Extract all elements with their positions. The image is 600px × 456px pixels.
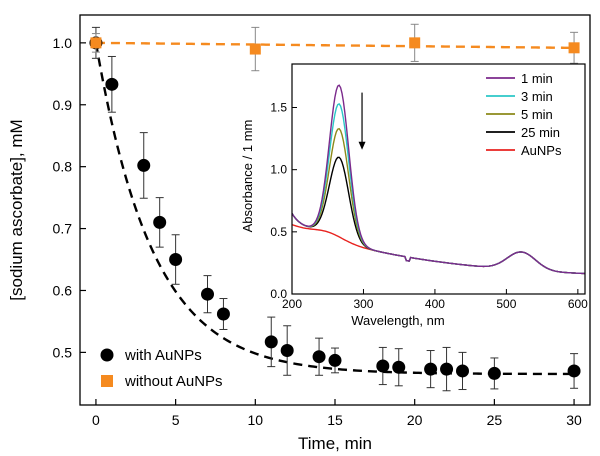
inset-spectra bbox=[291, 84, 586, 275]
data-point bbox=[392, 360, 406, 374]
fit-curve bbox=[95, 41, 575, 50]
data-point bbox=[568, 42, 580, 54]
data-point bbox=[105, 77, 119, 91]
inset-x-axis-label: Wavelength, nm bbox=[351, 313, 444, 328]
inset-x-tick-label: 600 bbox=[568, 297, 588, 311]
inset-y-tick-label: 1.5 bbox=[270, 101, 287, 115]
x-tick-label: 15 bbox=[327, 412, 343, 428]
inset-x-tick-label: 400 bbox=[425, 297, 445, 311]
data-point bbox=[487, 366, 501, 380]
y-tick-label: 0.6 bbox=[53, 282, 73, 298]
data-point bbox=[169, 253, 183, 267]
main-legend: with AuNPs without AuNPs bbox=[100, 347, 223, 390]
inset-chart: 200 300 400 500 600 0.0 0.5 1.0 1.5 Wavelength, … bbox=[240, 63, 588, 328]
inset-arrow bbox=[358, 92, 366, 150]
inset-legend-label: 25 min bbox=[521, 125, 560, 140]
data-point bbox=[249, 43, 261, 55]
inset-y-axis-label: Absorbance / 1 mm bbox=[240, 120, 255, 233]
data-point bbox=[440, 362, 454, 376]
inset-legend-label: 1 min bbox=[521, 71, 553, 86]
inset-background bbox=[292, 64, 585, 294]
data-point bbox=[424, 362, 438, 376]
arrow-head bbox=[358, 141, 366, 150]
inset-x-tick-label: 500 bbox=[496, 297, 516, 311]
data-point bbox=[201, 287, 214, 301]
legend-marker-with-aunps bbox=[100, 348, 114, 362]
inset-x-tick-label: 300 bbox=[353, 297, 373, 311]
y-tick-label: 1.0 bbox=[53, 35, 73, 51]
data-point bbox=[328, 353, 342, 367]
data-point bbox=[264, 335, 278, 349]
data-point bbox=[456, 364, 469, 378]
data-point bbox=[567, 364, 581, 378]
main-data-points bbox=[89, 23, 581, 392]
inset-legend-label: AuNPs bbox=[521, 143, 562, 158]
data-point bbox=[153, 215, 167, 229]
x-tick-label: 10 bbox=[248, 412, 264, 428]
data-point bbox=[90, 37, 102, 49]
legend-marker-without-aunps bbox=[101, 375, 113, 387]
data-point bbox=[376, 359, 390, 373]
data-point bbox=[312, 350, 326, 364]
legend-label-without-aunps: without AuNPs bbox=[124, 373, 223, 390]
inset-x-tick-label: 200 bbox=[282, 297, 302, 311]
inset-axis-ticks: 200 300 400 500 600 0.0 0.5 1.0 1.5 bbox=[270, 101, 588, 311]
inset-y-tick-label: 1.0 bbox=[270, 163, 287, 177]
data-point bbox=[280, 344, 294, 358]
inset-plot-frame bbox=[291, 63, 586, 295]
inset-y-tick-label: 0.0 bbox=[270, 287, 287, 301]
spectrum-1-min bbox=[291, 84, 586, 275]
main-axis-ticks: 0 5 10 15 20 25 30 0.5 0.6 0.7 0.8 0.9 1.0 bbox=[53, 35, 583, 428]
x-tick-label: 20 bbox=[407, 412, 423, 428]
y-tick-label: 0.7 bbox=[53, 221, 73, 237]
y-tick-label: 0.5 bbox=[53, 344, 73, 360]
x-tick-label: 30 bbox=[566, 412, 582, 428]
y-tick-label: 0.9 bbox=[53, 97, 73, 113]
x-tick-label: 0 bbox=[92, 412, 100, 428]
legend-label-with-aunps: with AuNPs bbox=[124, 347, 202, 364]
data-point bbox=[409, 37, 421, 49]
inset-legend-label: 5 min bbox=[521, 107, 553, 122]
inset-legend: 1 min 3 min 5 min 25 min AuNPs bbox=[486, 71, 562, 158]
x-tick-label: 5 bbox=[172, 412, 180, 428]
x-tick-label: 25 bbox=[487, 412, 503, 428]
y-axis-label: [sodium ascorbate], mM bbox=[7, 119, 26, 300]
inset-legend-label: 3 min bbox=[521, 89, 553, 104]
data-point bbox=[137, 158, 151, 172]
inset-y-tick-label: 0.5 bbox=[270, 225, 287, 239]
data-point bbox=[216, 307, 230, 321]
x-axis-label: Time, min bbox=[298, 434, 372, 453]
y-tick-label: 0.8 bbox=[53, 159, 73, 175]
